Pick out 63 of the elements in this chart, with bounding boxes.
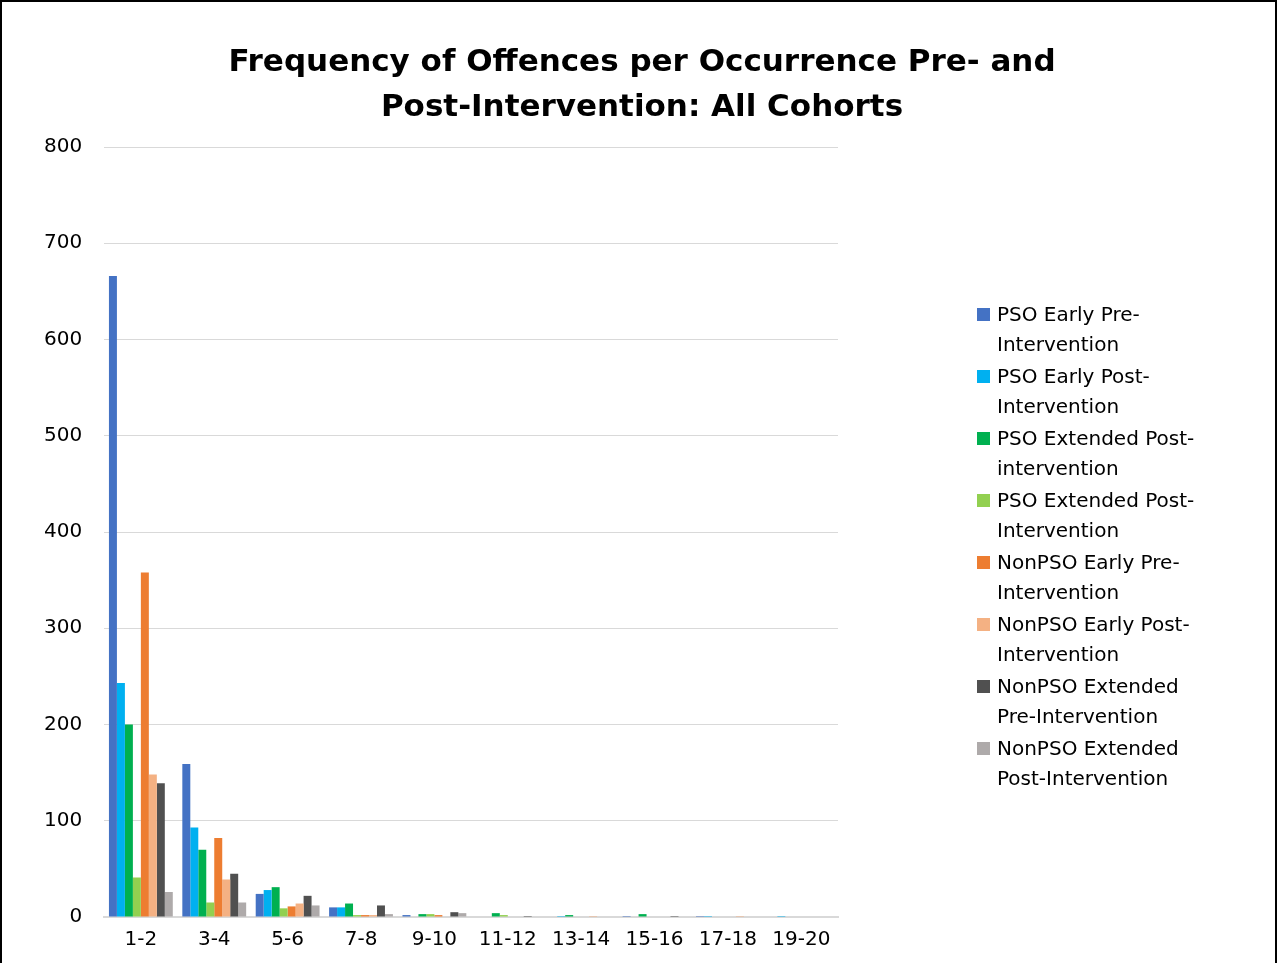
y-tick-label: 700: [43, 229, 83, 254]
bar: [279, 908, 288, 917]
y-tick-label: 800: [43, 133, 83, 158]
x-tick-label: 1-2: [124, 926, 158, 951]
y-tick-label: 100: [43, 806, 83, 831]
x-tick-label: 17-18: [698, 926, 757, 951]
bar: [238, 902, 247, 917]
legend-label: PSO Extended Post-Intervention: [997, 487, 1196, 544]
bar: [345, 903, 354, 917]
bar: [156, 783, 165, 917]
bar: [190, 827, 199, 917]
legend-label: PSO Early Pre-Intervention: [997, 301, 1141, 358]
bar: [491, 913, 500, 917]
x-tick-label: 9-10: [411, 926, 458, 951]
bar: [376, 905, 385, 917]
bar: [287, 906, 296, 917]
x-tick-label: 3-4: [197, 926, 231, 951]
bar: [263, 890, 272, 917]
bar: [108, 275, 117, 917]
legend-label: PSO Extended Post-intervention: [997, 425, 1196, 482]
bar: [384, 914, 393, 917]
bar: [214, 838, 223, 917]
y-tick-label: 600: [43, 325, 83, 350]
y-tick-label: 500: [43, 421, 83, 446]
bar: [337, 907, 346, 917]
legend-label: NonPSO Extended Post-Intervention: [997, 735, 1180, 792]
bar: [124, 724, 133, 917]
legend-label: NonPSO Extended Pre-Intervention: [997, 673, 1180, 730]
legend-label: PSO Early Post-Intervention: [997, 363, 1151, 420]
bar: [222, 879, 231, 917]
bar: [271, 887, 280, 917]
bar: [295, 903, 304, 917]
legend-label: NonPSO Early Pre-Intervention: [997, 549, 1181, 606]
bar: [329, 907, 338, 917]
bar: [182, 763, 191, 917]
y-tick-label: 200: [43, 710, 83, 735]
bar: [140, 572, 149, 917]
x-tick-label: 15-16: [625, 926, 684, 951]
bar: [230, 873, 239, 917]
bar: [311, 905, 320, 917]
x-tick-label: 7-8: [344, 926, 378, 951]
bar: [638, 914, 647, 917]
chart-title: Frequency of Offences per Occurrence Pre- and Post-Intervention: All Cohorts: [227, 41, 1057, 125]
bar: [458, 913, 467, 917]
bar: [198, 849, 207, 917]
bar: [164, 891, 173, 917]
bar: [132, 877, 141, 917]
bar: [206, 902, 215, 917]
bar: [303, 895, 312, 917]
x-tick-label: 19-20: [772, 926, 831, 951]
bar: [426, 914, 435, 917]
bar: [450, 912, 459, 917]
y-tick-label: 400: [43, 518, 83, 543]
y-tick-label: 0: [69, 903, 83, 928]
bar: [116, 683, 125, 917]
bar: [418, 914, 427, 917]
x-tick-label: 11-12: [478, 926, 537, 951]
bar: [255, 893, 264, 917]
x-tick-label: 13-14: [552, 926, 611, 951]
y-tick-label: 300: [43, 614, 83, 639]
legend-label: NonPSO Early Post-Intervention: [997, 611, 1191, 668]
x-tick-label: 5-6: [271, 926, 304, 951]
bar: [148, 774, 157, 917]
